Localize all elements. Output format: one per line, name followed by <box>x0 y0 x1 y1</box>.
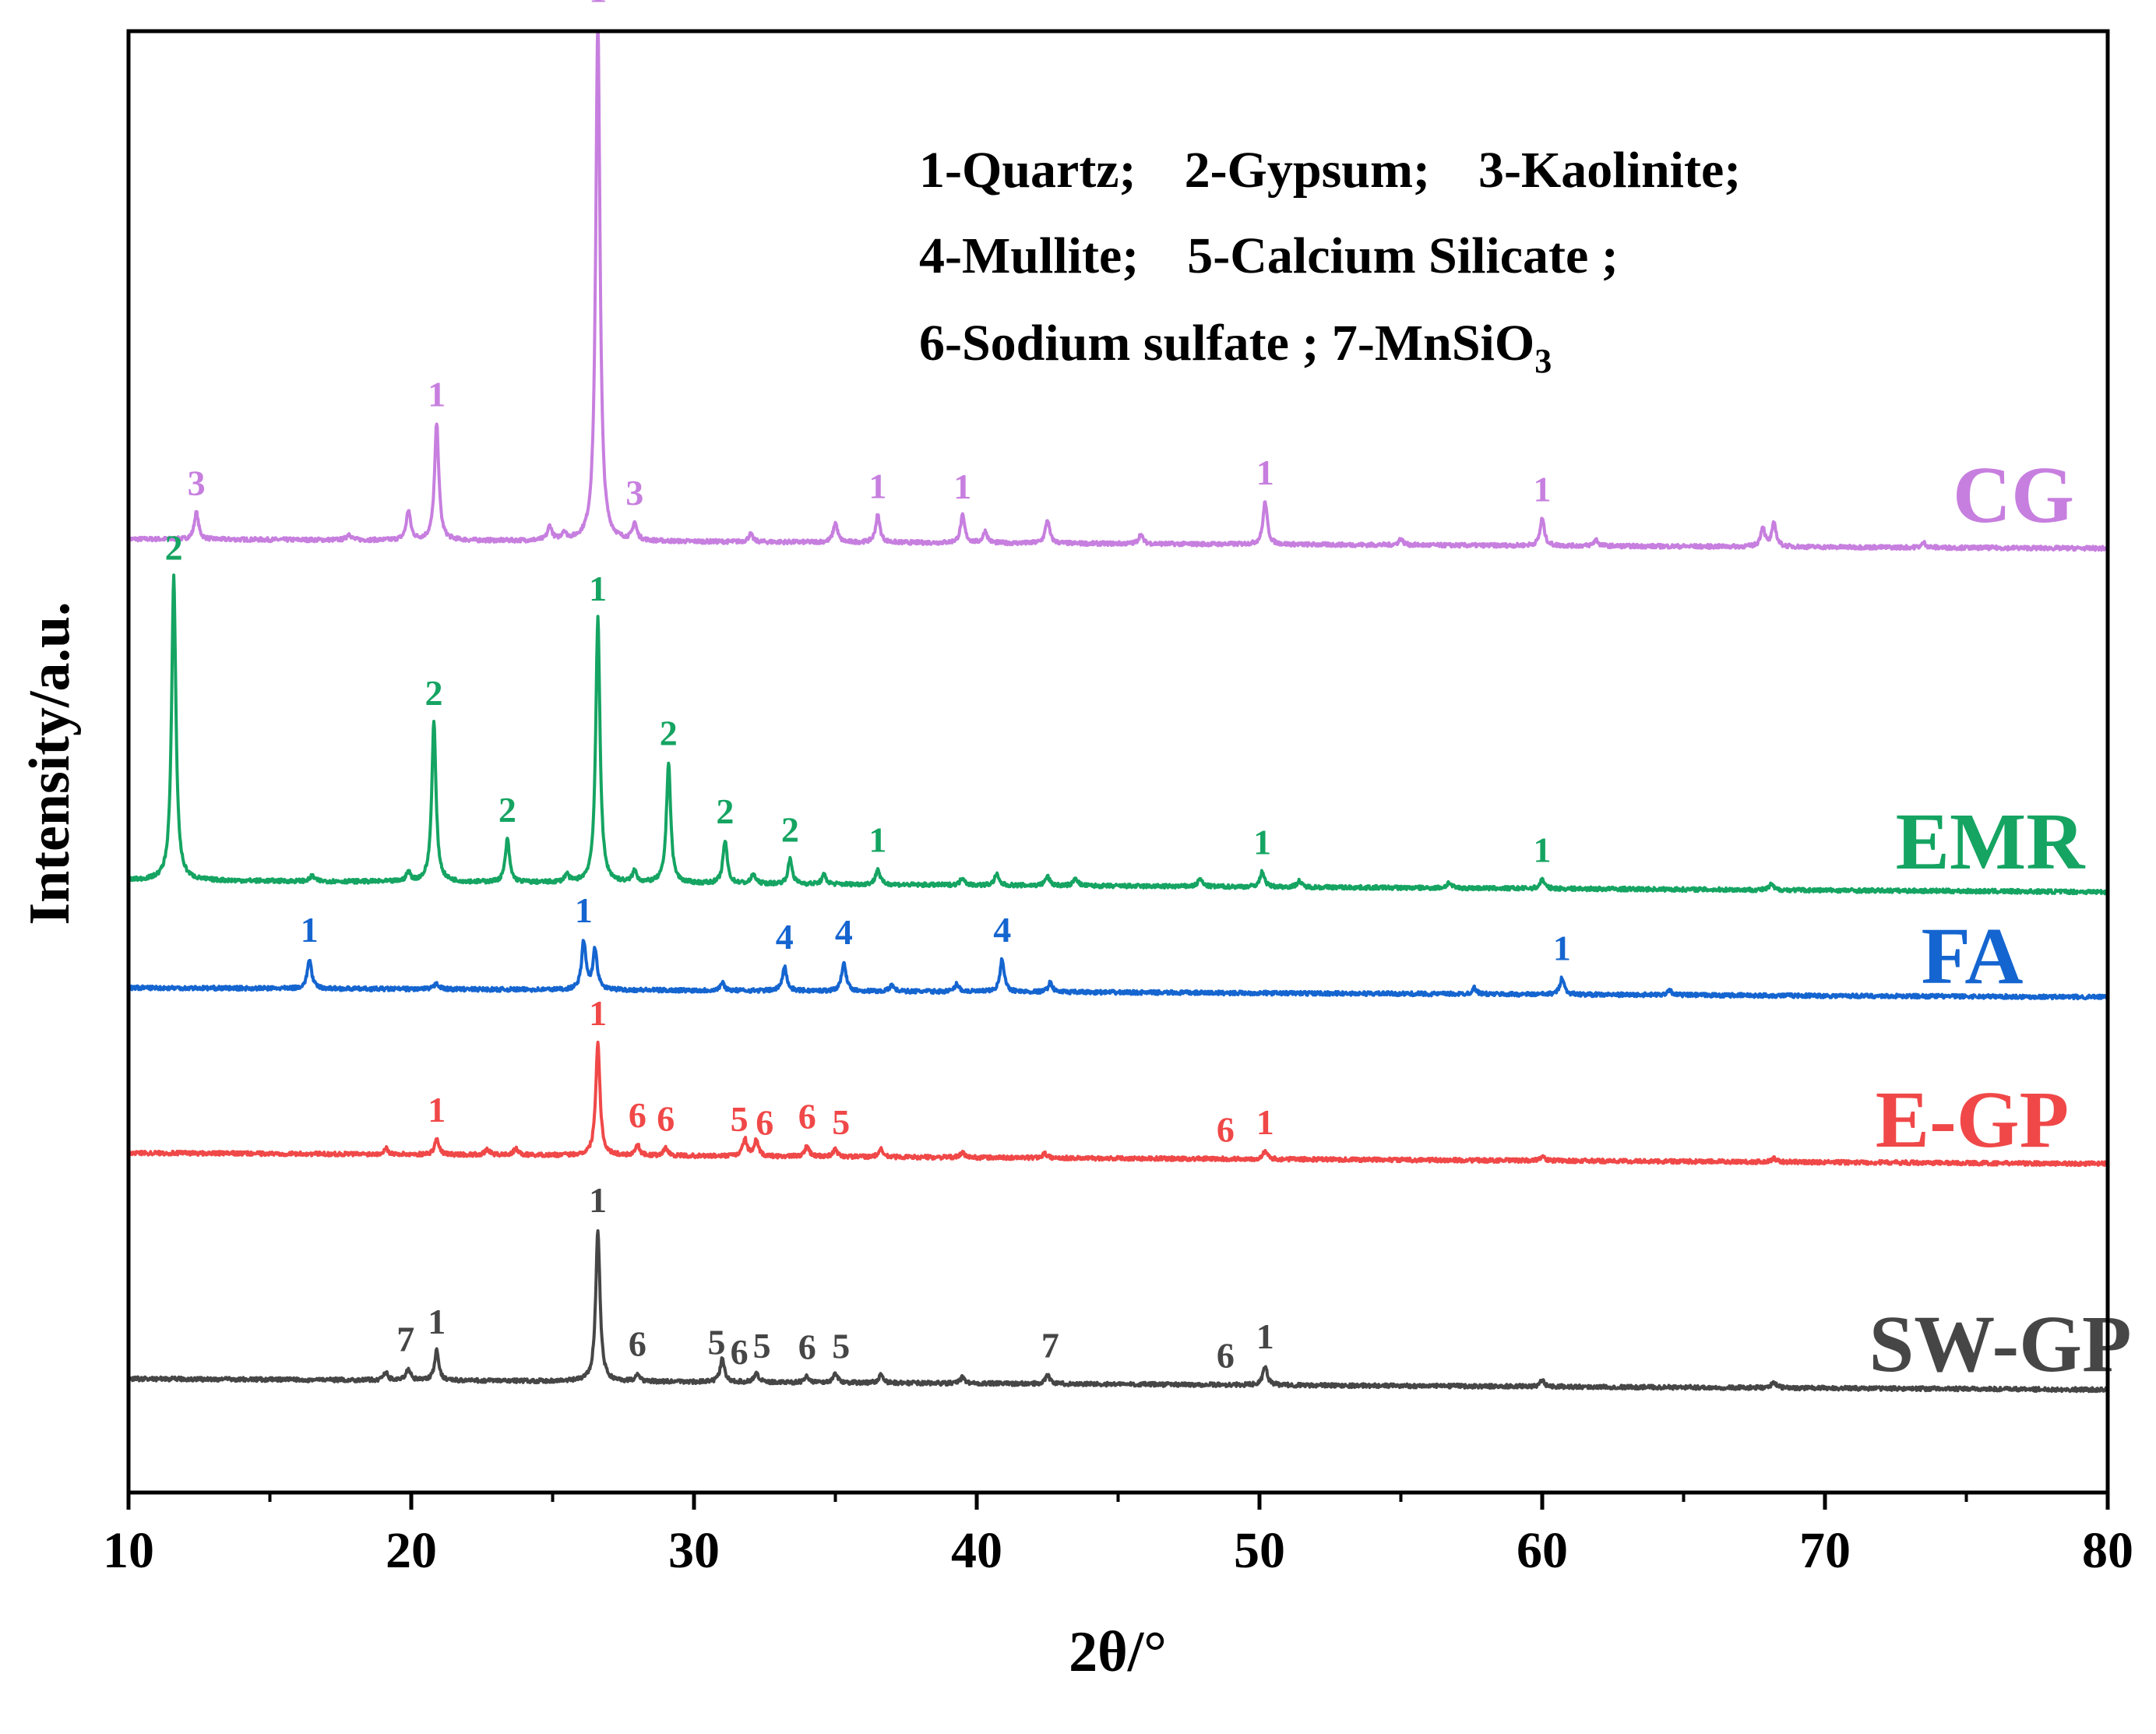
series-name-fa: FA <box>1922 911 2024 1001</box>
series-layer <box>129 31 2108 1394</box>
x-tick-label-60: 60 <box>1517 1522 1568 1579</box>
series-name-layer: CG EMR FA E-GP SW-GP <box>1869 450 2131 1389</box>
peak-label-sw-gp-3: 6 <box>629 1324 646 1364</box>
peak-label-sw-gp-11: 1 <box>1256 1316 1274 1356</box>
series-name-cg: CG <box>1953 450 2074 540</box>
peak-label-e-gp-4: 5 <box>731 1099 749 1139</box>
peak-label-emr-9: 1 <box>1534 830 1552 870</box>
legend-line-3: 6-Sodium sulfate ; 7-MnSiO3 <box>919 315 1552 380</box>
peak-label-e-gp-1: 1 <box>589 993 607 1033</box>
peak-label-cg-5: 1 <box>953 467 971 506</box>
peak-label-sw-gp-2: 1 <box>589 1180 607 1220</box>
y-axis-title: Intensity/a.u. <box>18 601 82 925</box>
peak-label-cg-6: 1 <box>1256 453 1274 492</box>
peak-label-emr-7: 1 <box>868 820 886 860</box>
peak-label-cg-2: 1 <box>589 0 607 10</box>
peak-label-fa-3: 4 <box>835 912 853 952</box>
peak-label-e-gp-7: 5 <box>832 1102 850 1142</box>
peak-label-fa-2: 4 <box>776 917 794 957</box>
series-line-fa <box>129 939 2108 1001</box>
peak-label-e-gp-6: 6 <box>798 1097 816 1137</box>
peak-label-fa-1: 1 <box>575 890 593 930</box>
legend: 1-Quartz; 2-Gypsum; 3-Kaolinite; 4-Mullite;… <box>919 142 1741 380</box>
x-tick-label-80: 80 <box>2082 1522 2133 1579</box>
peak-label-layer: 3113111122212221111144411166566561711656… <box>165 0 1571 1376</box>
peak-label-e-gp-3: 6 <box>657 1098 675 1138</box>
x-tick-label-70: 70 <box>1799 1522 1851 1579</box>
peak-label-sw-gp-7: 6 <box>798 1327 816 1367</box>
series-line-emr <box>129 573 2108 896</box>
peak-label-fa-0: 1 <box>301 910 319 950</box>
peak-label-emr-3: 1 <box>589 569 607 608</box>
peak-label-cg-7: 1 <box>1534 470 1552 509</box>
x-axis: 10 20 30 40 50 60 70 80 <box>103 1493 2133 1579</box>
series-line-cg <box>129 31 2108 552</box>
peak-label-emr-5: 2 <box>716 791 734 831</box>
x-tick-label-40: 40 <box>951 1522 1002 1579</box>
x-tick-label-20: 20 <box>386 1522 437 1579</box>
peak-label-emr-2: 2 <box>498 790 516 830</box>
peak-label-sw-gp-0: 7 <box>396 1320 414 1359</box>
x-tick-label-10: 10 <box>103 1522 154 1579</box>
series-name-sw-gp: SW-GP <box>1869 1299 2131 1389</box>
peak-label-sw-gp-9: 7 <box>1041 1326 1059 1366</box>
peak-label-emr-0: 2 <box>165 527 183 567</box>
peak-label-e-gp-9: 1 <box>1256 1102 1274 1142</box>
x-tick-label-30: 30 <box>668 1522 720 1579</box>
peak-label-sw-gp-5: 6 <box>731 1332 749 1372</box>
peak-label-sw-gp-4: 5 <box>708 1323 726 1362</box>
peak-label-fa-5: 1 <box>1553 929 1571 968</box>
peak-label-fa-4: 4 <box>993 910 1011 950</box>
peak-label-cg-4: 1 <box>868 466 886 506</box>
legend-line-2: 4-Mullite; 5-Calcium Silicate ; <box>919 227 1619 284</box>
series-name-e-gp: E-GP <box>1876 1075 2069 1165</box>
series-line-e-gp <box>129 1041 2108 1168</box>
peak-label-e-gp-8: 6 <box>1217 1110 1235 1150</box>
series-name-emr: EMR <box>1896 797 2087 886</box>
peak-label-sw-gp-6: 5 <box>753 1326 771 1366</box>
peak-label-sw-gp-10: 6 <box>1217 1336 1235 1376</box>
series-line-sw-gp <box>129 1229 2108 1394</box>
peak-label-emr-6: 2 <box>781 810 799 850</box>
peak-label-emr-8: 1 <box>1253 823 1271 862</box>
peak-label-e-gp-0: 1 <box>428 1090 446 1130</box>
peak-label-emr-1: 2 <box>425 673 443 713</box>
legend-line-1: 1-Quartz; 2-Gypsum; 3-Kaolinite; <box>919 142 1741 199</box>
peak-label-cg-0: 3 <box>188 463 206 502</box>
peak-label-cg-3: 3 <box>625 473 643 513</box>
peak-label-sw-gp-8: 5 <box>832 1327 850 1366</box>
peak-label-cg-1: 1 <box>428 374 446 414</box>
x-axis-title: 2θ/° <box>1069 1620 1167 1684</box>
x-tick-label-50: 50 <box>1234 1522 1285 1579</box>
peak-label-e-gp-2: 6 <box>629 1095 646 1135</box>
peak-label-e-gp-5: 6 <box>756 1103 773 1143</box>
peak-label-emr-4: 2 <box>660 713 678 752</box>
peak-label-sw-gp-1: 1 <box>428 1302 446 1341</box>
